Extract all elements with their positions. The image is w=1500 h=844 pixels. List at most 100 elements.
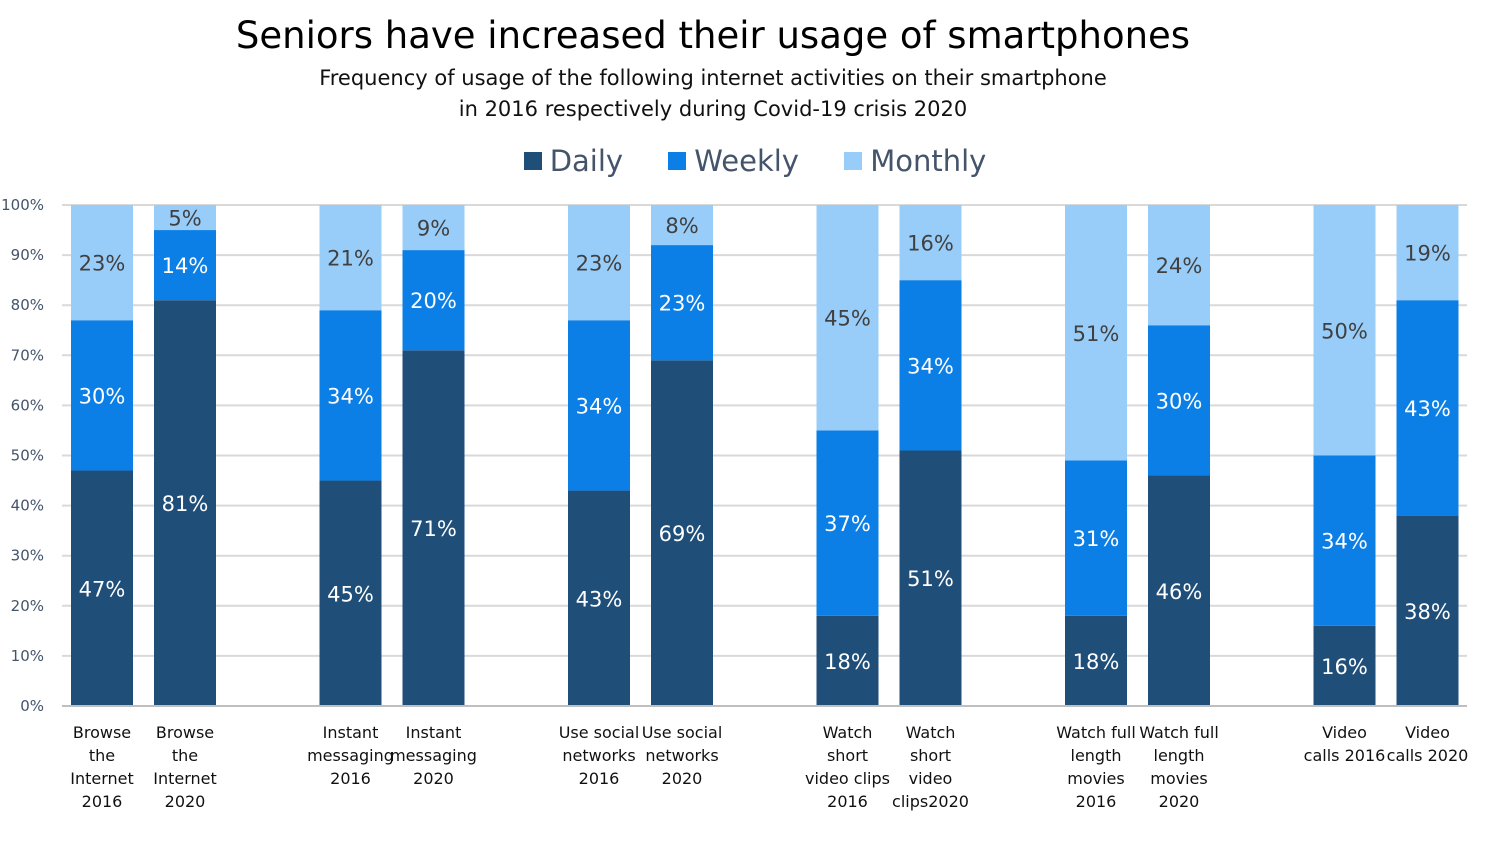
y-tick-label: 10%: [11, 647, 44, 665]
legend: Daily Weekly Monthly: [0, 144, 1500, 178]
x-tick-label: networks: [562, 746, 635, 765]
bar-segment-weekly: [154, 230, 216, 301]
data-label: 34%: [907, 354, 954, 378]
x-tick-label: 2016: [330, 769, 371, 788]
legend-item-daily: Daily: [523, 144, 624, 178]
data-label: 18%: [824, 650, 871, 674]
data-label: 30%: [1156, 389, 1203, 413]
data-label: 45%: [327, 582, 374, 606]
data-label: 47%: [79, 577, 126, 601]
data-label: 51%: [1073, 322, 1120, 346]
bar-segment-weekly: [1313, 455, 1376, 626]
legend-label-monthly: Monthly: [870, 144, 987, 178]
x-tick-label: Watch: [906, 723, 956, 742]
x-tick-label: short: [910, 746, 951, 765]
x-tick-label: Video: [1322, 723, 1367, 742]
x-tick-label: networks: [645, 746, 718, 765]
data-label: 8%: [665, 214, 698, 238]
bar-segment-weekly: [402, 250, 465, 351]
data-label: 19%: [1404, 242, 1451, 266]
x-tick-label: video clips: [805, 769, 890, 788]
x-tick-label: Browse: [156, 723, 214, 742]
bar-segment-monthly: [71, 205, 133, 321]
x-tick-label: Watch full: [1056, 723, 1136, 742]
data-label: 16%: [907, 232, 954, 256]
x-tick-label: the: [172, 746, 198, 765]
data-label: 69%: [659, 522, 706, 546]
legend-label-weekly: Weekly: [694, 144, 799, 178]
bar-segment-daily: [651, 360, 713, 706]
y-tick-label: 90%: [11, 246, 44, 264]
data-label: 21%: [327, 247, 374, 271]
y-tick-label: 40%: [11, 497, 44, 515]
bar-segment-daily: [1396, 515, 1459, 706]
bar-segment-monthly: [1313, 205, 1376, 456]
data-label: 51%: [907, 567, 954, 591]
data-label: 46%: [1156, 580, 1203, 604]
legend-item-monthly: Monthly: [844, 144, 986, 178]
data-label: 5%: [168, 207, 201, 231]
x-tick-label: 2020: [662, 769, 703, 788]
bar-segment-weekly: [71, 320, 133, 471]
x-tick-label: 2016: [579, 769, 620, 788]
bar-segment-monthly: [1065, 205, 1127, 461]
x-tick-label: the: [89, 746, 115, 765]
data-label: 23%: [79, 252, 126, 276]
data-label: 34%: [576, 394, 623, 418]
bar-segment-daily: [71, 470, 133, 706]
x-tick-label: short: [827, 746, 868, 765]
data-label: 37%: [824, 512, 871, 536]
data-label: 81%: [162, 492, 209, 516]
bar-segment-weekly: [651, 245, 713, 361]
x-tick-label: 2016: [827, 792, 868, 811]
y-tick-label: 30%: [11, 547, 44, 565]
x-tick-label: length: [1154, 746, 1205, 765]
bar-segment-daily: [816, 615, 879, 706]
data-label: 43%: [576, 587, 623, 611]
data-label: 34%: [1321, 530, 1368, 554]
x-tick-label: length: [1071, 746, 1122, 765]
bar-segment-monthly: [651, 205, 713, 246]
bar-segment-weekly: [319, 310, 382, 481]
x-tick-label: messaging: [307, 746, 394, 765]
y-tick-label: 70%: [11, 346, 44, 364]
data-label: 16%: [1321, 655, 1368, 679]
x-tick-label: calls 2020: [1387, 746, 1469, 765]
data-label: 43%: [1404, 397, 1451, 421]
bar-segment-daily: [1148, 475, 1210, 706]
bar-segment-daily: [1313, 625, 1376, 706]
bar-segment-daily: [1065, 615, 1127, 706]
x-tick-label: 2020: [1159, 792, 1200, 811]
data-label: 38%: [1404, 600, 1451, 624]
bar-segment-monthly: [319, 205, 382, 311]
data-label: 30%: [79, 384, 126, 408]
legend-item-weekly: Weekly: [668, 144, 799, 178]
x-tick-label: 2016: [82, 792, 123, 811]
bar-segment-monthly: [899, 205, 962, 281]
bar-segment-weekly: [816, 430, 879, 616]
data-label: 45%: [824, 307, 871, 331]
data-label: 23%: [576, 252, 623, 276]
bar-segment-daily: [899, 450, 962, 706]
bar-segment-monthly: [1396, 205, 1459, 301]
y-tick-label: 80%: [11, 296, 44, 314]
bar-segment-weekly: [1396, 300, 1459, 516]
y-tick-label: 0%: [20, 697, 44, 715]
legend-label-daily: Daily: [549, 144, 624, 178]
data-label: 23%: [659, 292, 706, 316]
x-tick-label: video: [909, 769, 953, 788]
x-tick-label: Instant: [323, 723, 379, 742]
chart-subtitle-line-2: in 2016 respectively during Covid-19 cri…: [458, 97, 968, 121]
data-label: 18%: [1073, 650, 1120, 674]
x-tick-label: movies: [1067, 769, 1124, 788]
x-tick-label: clips2020: [892, 792, 969, 811]
x-tick-label: messaging: [390, 746, 477, 765]
legend-swatch-weekly: [668, 152, 687, 170]
bar-segment-monthly: [1148, 205, 1210, 326]
bar-segment-daily: [319, 480, 382, 706]
bar-segment-monthly: [402, 205, 465, 251]
y-tick-label: 100%: [1, 196, 44, 214]
data-label: 50%: [1321, 319, 1368, 343]
bar-segment-daily: [402, 350, 465, 706]
